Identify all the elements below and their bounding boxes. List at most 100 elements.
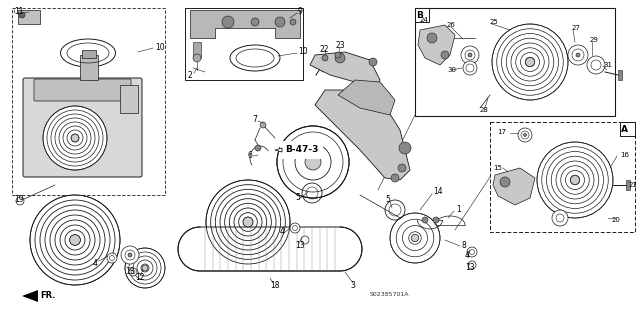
Text: A: A (621, 124, 628, 133)
Circle shape (552, 210, 568, 226)
Text: 11: 11 (14, 8, 24, 17)
Polygon shape (493, 168, 535, 205)
Circle shape (467, 247, 477, 257)
Circle shape (308, 158, 317, 166)
Text: 31: 31 (603, 62, 612, 68)
Circle shape (587, 56, 605, 74)
Circle shape (570, 175, 580, 185)
Circle shape (255, 145, 261, 151)
FancyBboxPatch shape (34, 79, 131, 101)
Circle shape (70, 234, 81, 245)
Text: 25: 25 (490, 19, 499, 25)
Circle shape (390, 213, 440, 263)
Circle shape (399, 142, 411, 154)
Bar (18, 10, 40, 24)
Bar (415, 8, 615, 116)
Bar (415, 8, 429, 22)
Text: FR.: FR. (40, 292, 56, 300)
Text: 19: 19 (14, 196, 24, 204)
Text: 27: 27 (572, 25, 581, 31)
Text: 15: 15 (493, 165, 502, 171)
Text: 12: 12 (135, 273, 145, 283)
Text: 30: 30 (447, 67, 456, 73)
Circle shape (441, 51, 449, 59)
Circle shape (275, 17, 285, 27)
Text: 13: 13 (295, 241, 305, 249)
Text: 14: 14 (433, 188, 443, 197)
Circle shape (107, 253, 117, 263)
Ellipse shape (61, 39, 115, 67)
Text: S02385701A: S02385701A (370, 293, 410, 298)
Circle shape (335, 52, 341, 58)
Polygon shape (275, 148, 282, 152)
Circle shape (568, 45, 588, 65)
Circle shape (427, 33, 437, 43)
Text: 18: 18 (270, 280, 280, 290)
Circle shape (463, 61, 477, 75)
Text: 2: 2 (188, 70, 193, 79)
Bar (120, 85, 138, 113)
Polygon shape (22, 290, 38, 302)
Circle shape (19, 12, 25, 18)
Polygon shape (190, 10, 300, 38)
Bar (620, 122, 635, 136)
Circle shape (251, 18, 259, 26)
Polygon shape (310, 52, 380, 90)
Circle shape (301, 236, 309, 244)
Text: 4: 4 (93, 258, 98, 268)
Polygon shape (178, 227, 362, 271)
Circle shape (222, 16, 234, 28)
Circle shape (433, 217, 439, 223)
Bar (193, 42, 201, 58)
Circle shape (468, 53, 472, 57)
Text: 10: 10 (155, 43, 164, 53)
Circle shape (500, 177, 510, 187)
Text: 26: 26 (447, 22, 456, 28)
Text: 6: 6 (247, 151, 252, 160)
Circle shape (468, 261, 476, 269)
Polygon shape (338, 80, 395, 115)
Circle shape (129, 268, 137, 276)
Text: 10: 10 (298, 48, 308, 56)
Text: 9: 9 (298, 8, 303, 17)
Circle shape (518, 128, 532, 142)
Text: 1: 1 (456, 205, 461, 214)
Circle shape (71, 134, 79, 142)
Circle shape (525, 57, 534, 67)
Circle shape (305, 154, 321, 170)
Text: B-47-3: B-47-3 (285, 145, 318, 154)
Circle shape (398, 164, 406, 172)
Circle shape (412, 234, 419, 242)
Circle shape (335, 53, 345, 63)
Text: 24: 24 (420, 17, 429, 23)
Circle shape (461, 46, 479, 64)
Text: 28: 28 (480, 107, 489, 113)
Circle shape (422, 217, 428, 223)
Circle shape (30, 195, 120, 285)
Circle shape (243, 217, 253, 227)
Text: 8: 8 (462, 241, 467, 249)
Circle shape (260, 122, 266, 128)
Circle shape (277, 126, 349, 198)
Circle shape (128, 253, 132, 257)
Circle shape (391, 174, 399, 182)
Circle shape (142, 265, 148, 271)
Text: 17: 17 (497, 129, 506, 135)
Text: 13: 13 (125, 268, 134, 277)
Circle shape (125, 248, 165, 288)
Bar (618, 70, 622, 80)
Bar (80, 55, 98, 80)
Circle shape (121, 246, 139, 264)
Circle shape (576, 53, 580, 57)
Bar (12, 8, 165, 195)
Bar (185, 8, 303, 80)
Text: 22: 22 (320, 46, 330, 55)
Text: 4: 4 (280, 227, 285, 236)
Text: 29: 29 (590, 37, 599, 43)
Text: 16: 16 (620, 152, 629, 158)
Text: 5: 5 (385, 196, 390, 204)
Circle shape (322, 55, 328, 61)
Bar (626, 180, 630, 190)
Text: 5: 5 (295, 194, 300, 203)
Text: 20: 20 (612, 217, 621, 223)
